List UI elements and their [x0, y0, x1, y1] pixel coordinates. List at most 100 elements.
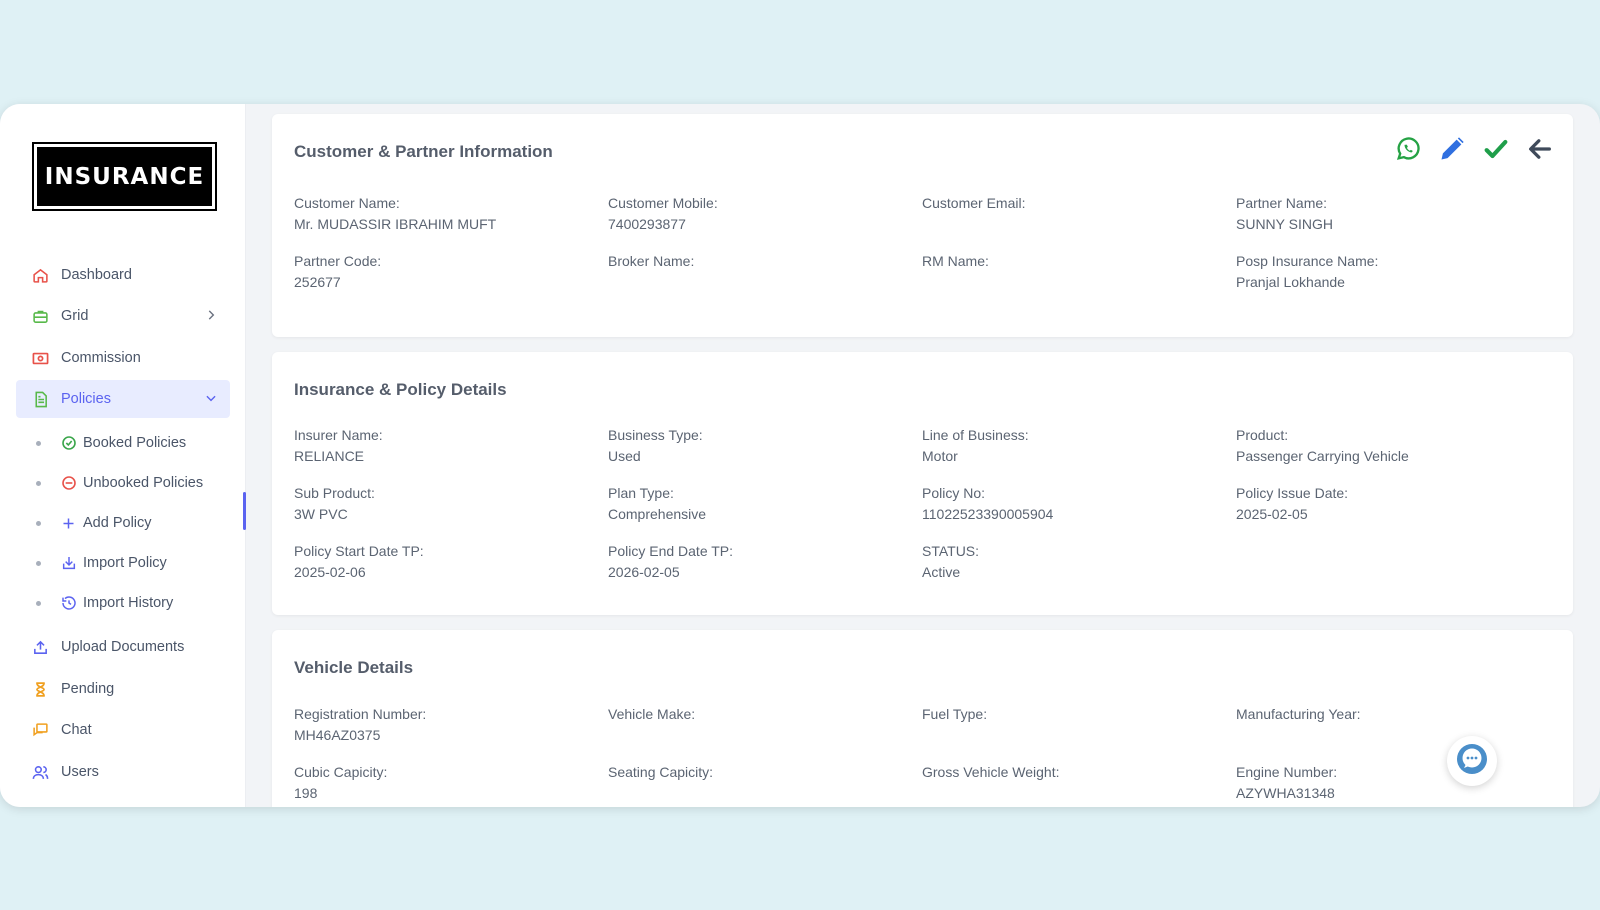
- field-seating-capicity: Seating Capicity:: [608, 763, 908, 784]
- field-label: Policy Issue Date:: [1236, 485, 1349, 501]
- sidebar-subitem-label: Add Policy: [83, 515, 152, 531]
- bullet: [36, 480, 41, 486]
- field-customer-name: Customer Name: Mr. MUDASSIR IBRAHIM MUFT: [294, 194, 594, 233]
- field-engine-number: Engine Number: AZYWHA31348: [1236, 763, 1536, 802]
- sidebar-item-policies[interactable]: Policies: [16, 380, 230, 418]
- field-posp-insurance-name: Posp Insurance Name: Pranjal Lokhande: [1236, 252, 1536, 291]
- document-icon: [31, 390, 49, 408]
- sidebar-item-label: Commission: [61, 350, 141, 366]
- field-label: Engine Number:: [1236, 764, 1338, 780]
- field-cubic-capicity: Cubic Capicity: 198: [294, 763, 594, 802]
- logo[interactable]: INSURANCE: [32, 142, 217, 211]
- card-actions: [1393, 136, 1555, 166]
- back-arrow-icon: [1526, 135, 1554, 168]
- insurance-policy-card: Insurance & Policy Details Insurer Name:…: [272, 352, 1573, 615]
- field-label: Posp Insurance Name:: [1236, 253, 1379, 269]
- sidebar-item-grid[interactable]: Grid: [16, 297, 230, 335]
- field-label: Customer Name:: [294, 195, 400, 211]
- home-icon: [31, 266, 49, 284]
- field-value: 198: [294, 785, 318, 801]
- field-label: Gross Vehicle Weight:: [922, 764, 1060, 780]
- active-indicator: [243, 492, 246, 530]
- sidebar-subitem-label: Import Policy: [83, 555, 167, 571]
- field-value: Passenger Carrying Vehicle: [1236, 448, 1409, 464]
- sidebar-item-label: Upload Documents: [61, 639, 185, 655]
- field-policy-issue-date: Policy Issue Date: 2025-02-05: [1236, 484, 1536, 523]
- field-customer-mobile: Customer Mobile: 7400293877: [608, 194, 908, 233]
- field-label: Partner Code:: [294, 253, 382, 269]
- field-label: Product:: [1236, 427, 1289, 443]
- field-label: Sub Product:: [294, 485, 375, 501]
- chat-support-button[interactable]: [1447, 736, 1497, 786]
- card-title: Customer & Partner Information: [294, 142, 553, 161]
- field-fuel-type: Fuel Type:: [922, 705, 1222, 726]
- approve-button[interactable]: [1481, 136, 1511, 166]
- sidebar-subitem-add-policy[interactable]: Add Policy: [36, 510, 152, 536]
- field-label: Partner Name:: [1236, 195, 1328, 211]
- minus-circle-icon: [60, 475, 77, 492]
- sidebar-subitem-import-policy[interactable]: Import Policy: [36, 550, 167, 576]
- back-button[interactable]: [1525, 136, 1555, 166]
- field-manufacturing-year: Manufacturing Year:: [1236, 705, 1536, 726]
- field-label: Vehicle Make:: [608, 706, 696, 722]
- customer-partner-card: Customer & Partner Information: [272, 114, 1573, 337]
- sidebar-subitem-unbooked-policies[interactable]: Unbooked Policies: [36, 470, 203, 496]
- field-gross-vehicle-weight: Gross Vehicle Weight:: [922, 763, 1222, 784]
- field-label: RM Name:: [922, 253, 989, 269]
- sidebar-item-users[interactable]: Users: [16, 753, 230, 791]
- sidebar-item-chat[interactable]: Chat: [16, 711, 230, 749]
- field-value: AZYWHA31348: [1236, 785, 1335, 801]
- field-value: SUNNY SINGH: [1236, 216, 1333, 232]
- sidebar-item-pending[interactable]: Pending: [16, 670, 230, 708]
- field-label: Insurer Name:: [294, 427, 383, 443]
- field-partner-name: Partner Name: SUNNY SINGH: [1236, 194, 1536, 233]
- field-label: Policy End Date TP:: [608, 543, 734, 559]
- sidebar-subitem-booked-policies[interactable]: Booked Policies: [36, 430, 186, 456]
- whatsapp-icon: [1394, 135, 1422, 168]
- upload-icon: [31, 638, 49, 656]
- sidebar-subitem-import-history[interactable]: Import History: [36, 590, 173, 616]
- field-label: STATUS:: [922, 543, 980, 559]
- briefcase-icon: [31, 307, 49, 325]
- edit-button[interactable]: [1437, 136, 1467, 166]
- sidebar-item-upload-documents[interactable]: Upload Documents: [16, 628, 230, 666]
- field-partner-code: Partner Code: 252677: [294, 252, 594, 291]
- sidebar-item-commission[interactable]: Commission: [16, 339, 230, 377]
- field-broker-name: Broker Name:: [608, 252, 908, 273]
- field-label: Broker Name:: [608, 253, 695, 269]
- sidebar-item-dashboard[interactable]: Dashboard: [16, 256, 230, 294]
- bullet: [36, 520, 41, 526]
- field-product: Product: Passenger Carrying Vehicle: [1236, 426, 1536, 465]
- field-plan-type: Plan Type: Comprehensive: [608, 484, 908, 523]
- field-value: Pranjal Lokhande: [1236, 274, 1345, 290]
- field-label: Manufacturing Year:: [1236, 706, 1361, 722]
- sidebar-item-label: Chat: [61, 722, 92, 738]
- field-line-of-business: Line of Business: Motor: [922, 426, 1222, 465]
- field-value: 2025-02-05: [1236, 506, 1308, 522]
- plus-icon: [60, 515, 77, 532]
- sidebar-item-label: Grid: [61, 308, 89, 324]
- field-value: Comprehensive: [608, 506, 707, 522]
- edit-icon: [1438, 135, 1466, 168]
- field-sub-product: Sub Product: 3W PVC: [294, 484, 594, 523]
- card-title: Vehicle Details: [294, 658, 414, 677]
- field-label: Policy No:: [922, 485, 986, 501]
- field-registration-number: Registration Number: MH46AZ0375: [294, 705, 594, 744]
- bullet: [36, 560, 41, 566]
- sidebar: INSURANCE Dashboard Grid Commission: [0, 104, 246, 807]
- vehicle-details-card: Vehicle Details Registration Number: MH4…: [272, 630, 1573, 807]
- sidebar-item-label: Policies: [61, 391, 111, 407]
- field-value: Active: [922, 564, 961, 580]
- money-icon: [31, 349, 49, 367]
- field-label: Customer Mobile:: [608, 195, 718, 211]
- check-icon: [1482, 135, 1510, 168]
- check-circle-icon: [60, 435, 77, 452]
- field-label: Plan Type:: [608, 485, 674, 501]
- sidebar-subitem-label: Booked Policies: [83, 435, 187, 451]
- field-value: 3W PVC: [294, 506, 348, 522]
- field-value: 11022523390005904: [922, 506, 1054, 522]
- field-label: Registration Number:: [294, 706, 427, 722]
- field-label: Line of Business:: [922, 427, 1029, 443]
- whatsapp-button[interactable]: [1393, 136, 1423, 166]
- history-icon: [60, 595, 77, 612]
